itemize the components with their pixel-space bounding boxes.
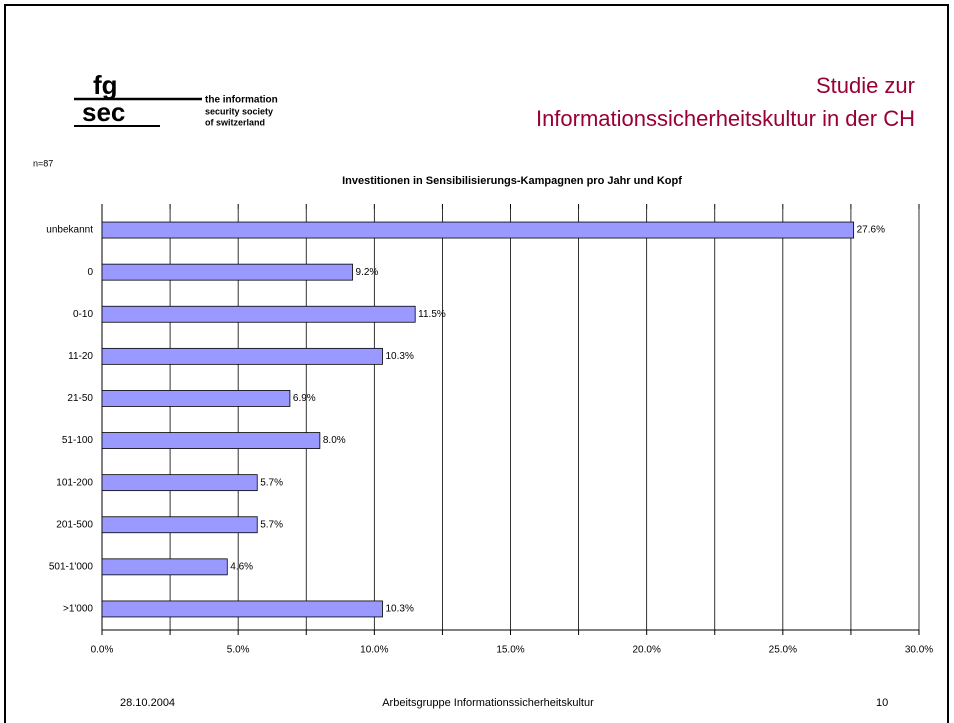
x-tick-label: 0.0% [91,645,114,656]
y-tick-label: 501-1'000 [49,561,94,572]
x-tick-label: 30.0% [905,645,933,656]
y-tick-label: unbekannt [46,225,93,236]
x-tick-label: 20.0% [632,645,660,656]
data-label: 4.6% [230,561,253,572]
logo-mark: sec [82,97,125,127]
slide-title: Informationssicherheitskultur in der CH [536,106,915,131]
sample-size: n=87 [33,158,53,168]
slide-border [4,4,949,723]
footer-text: Arbeitsgruppe Informationssicherheitskul… [382,697,594,709]
data-label: 27.6% [857,225,885,236]
bar [101,305,416,323]
y-tick-label: 11-20 [68,351,93,362]
x-tick-label: 25.0% [769,645,797,656]
data-label: 5.7% [260,519,283,530]
data-label: 5.7% [260,477,283,488]
bar [101,221,855,239]
logo: fg sec the information security society … [74,70,278,127]
bar [101,432,321,449]
bar [101,600,383,618]
bar [101,474,258,492]
chart-title: Investitionen in Sensibilisierungs-Kampa… [342,175,682,187]
logo-text: of switzerland [205,117,265,127]
logo-text: the information [205,95,278,106]
bar [101,347,383,365]
bar [101,558,228,576]
slide-title: Studie zur [816,73,915,98]
x-tick-label: 10.0% [360,645,388,656]
logo-mark: fg [93,70,118,100]
y-tick-label: 0 [87,267,93,278]
data-label: 9.2% [356,267,379,278]
y-tick-label: 0-10 [73,309,93,320]
bar [101,390,291,407]
bar [101,263,353,281]
bar [101,516,258,534]
y-tick-label: 51-100 [62,435,94,446]
data-label: 8.0% [323,435,346,446]
y-tick-label: >1'000 [63,604,93,615]
x-tick-label: 5.0% [227,645,250,656]
y-tick-label: 201-500 [56,519,93,530]
y-tick-label: 21-50 [67,393,93,404]
data-label: 6.9% [293,393,316,404]
data-label: 10.3% [386,351,414,362]
data-label: 10.3% [386,604,414,615]
footer-page: 10 [876,697,888,709]
logo-text: security society [205,106,273,116]
y-tick-label: 101-200 [56,477,93,488]
x-tick-label: 15.0% [496,645,524,656]
data-label: 11.5% [418,309,446,320]
footer-date: 28.10.2004 [120,697,175,709]
